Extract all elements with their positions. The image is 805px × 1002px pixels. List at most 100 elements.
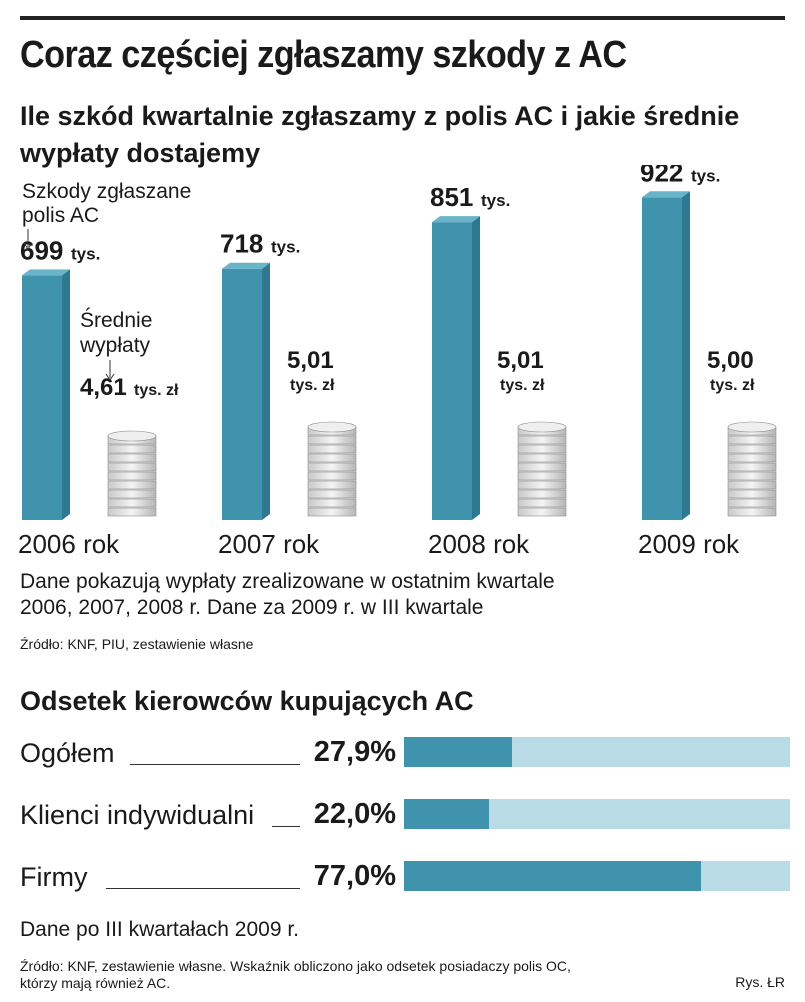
coin (727, 453, 777, 463)
chart-subtitle: Ile szkód kwartalnie zgłaszamy z polis A… (20, 101, 740, 168)
coin (727, 462, 777, 472)
claims-bar-top (642, 191, 690, 198)
coin-top (307, 421, 357, 433)
coin (307, 435, 357, 445)
coin (727, 507, 777, 517)
share-value-companies: 77,0% (313, 860, 396, 892)
share-row-companies: Firmy 77,0% (20, 860, 790, 896)
page-title: Coraz częściej zgłaszamy szkody z AC (20, 34, 627, 76)
category-label: 2007 rok (218, 529, 320, 559)
share-chart-title: Odsetek kierowców kupujących AC (20, 686, 474, 716)
category-label: 2008 rok (428, 529, 530, 559)
share-note: Dane po III kwartałach 2009 r. (20, 918, 299, 941)
share-label-individual: Klienci indywidualni (20, 800, 259, 831)
coin-top (727, 421, 777, 433)
coin (107, 489, 157, 499)
claims-annotation-line-2: polis AC (22, 204, 99, 227)
claims-value-label: 922 (640, 165, 683, 187)
share-source-line-2: którzy mają również AC. (20, 975, 171, 991)
coin (307, 462, 357, 472)
coin (517, 435, 567, 445)
share-value-total: 27,9% (313, 736, 396, 768)
share-bar-track (404, 861, 790, 891)
coin (517, 453, 567, 463)
payout-unit-label: tys. zł (710, 377, 755, 394)
coin (107, 498, 157, 508)
leader-line (130, 764, 300, 765)
coin (107, 507, 157, 517)
coin (517, 480, 567, 490)
claims-value-label: 699 (20, 235, 63, 265)
chart-note-line-1: Dane pokazują wypłaty zrealizowane w ost… (20, 570, 555, 593)
category-label: 2009 rok (638, 529, 740, 559)
coin-top (517, 421, 567, 433)
claims-bar-side (472, 216, 480, 520)
payout-annotation-line-1: Średnie (80, 308, 152, 332)
claims-bar-top (432, 216, 480, 223)
claims-bar (432, 222, 472, 520)
chart-note-line-2: 2006, 2007, 2008 r. Dane za 2009 r. w II… (20, 596, 484, 619)
share-value-individual: 22,0% (313, 798, 396, 830)
coin (517, 507, 567, 517)
claims-unit-label: tys. (481, 191, 510, 210)
coin (107, 444, 157, 454)
share-label-total: Ogółem (20, 738, 119, 769)
claims-bar (222, 268, 262, 520)
share-bar-individual (404, 799, 489, 829)
coin (307, 471, 357, 481)
payout-value-label: 5,01 (287, 347, 334, 374)
coin (517, 444, 567, 454)
payout-annotation-line-2: wypłaty (79, 334, 151, 357)
coin (107, 471, 157, 481)
coin (307, 498, 357, 508)
coin (107, 462, 157, 472)
share-bar-track (404, 737, 790, 767)
leader-line (106, 888, 300, 889)
claims-bar (642, 197, 682, 521)
coin (517, 462, 567, 472)
chart-source: Źródło: KNF, PIU, zestawienie własne (20, 636, 254, 652)
share-source-line-1: Źródło: KNF, zestawienie własne. Wskaźni… (20, 958, 571, 974)
claims-value-label: 718 (220, 229, 263, 259)
share-row-total: Ogółem 27,9% (20, 736, 790, 772)
coin (727, 435, 777, 445)
coin (107, 480, 157, 490)
claims-unit-label: tys. (71, 244, 100, 263)
claims-unit-label: tys. (271, 238, 300, 257)
payout-unit-label: tys. zł (290, 377, 335, 394)
payout-value-label: 4,61 (80, 374, 127, 401)
coin-top (107, 430, 157, 442)
claims-bar (22, 275, 62, 520)
claims-unit-label: tys. (691, 166, 720, 185)
payout-unit-label: tys. zł (500, 377, 545, 394)
claims-bar-side (262, 262, 270, 520)
payout-value-label: 5,00 (707, 347, 754, 374)
coin (727, 471, 777, 481)
coin (727, 489, 777, 499)
share-label-companies: Firmy (20, 862, 92, 893)
claims-annotation-line-1: Szkody zgłaszane (22, 180, 191, 203)
coin (517, 498, 567, 508)
payout-unit-label: tys. zł (134, 382, 179, 399)
coin (307, 489, 357, 499)
share-row-individual: Klienci indywidualni 22,0% (20, 798, 790, 834)
share-bar-track (404, 799, 790, 829)
claims-bar-side (682, 191, 690, 521)
claims-bar-top (222, 262, 270, 269)
coin (727, 444, 777, 454)
leader-line (272, 826, 300, 827)
coin (517, 489, 567, 499)
coin (307, 453, 357, 463)
coin (727, 480, 777, 490)
coin (517, 471, 567, 481)
category-label: 2006 rok (18, 529, 120, 559)
share-bar-companies (404, 861, 702, 891)
credit: Rys. ŁR (735, 974, 785, 990)
coin (107, 453, 157, 463)
claims-bar-side (62, 269, 70, 520)
top-rule (20, 16, 785, 20)
claims-annotation-arrow-head (23, 242, 33, 250)
payout-value-label: 5,01 (497, 347, 544, 374)
claims-chart: 699 tys. 2006 rok 4,61 tys. zł 718 tys. 2007 ro… (18, 165, 777, 559)
coin (727, 498, 777, 508)
